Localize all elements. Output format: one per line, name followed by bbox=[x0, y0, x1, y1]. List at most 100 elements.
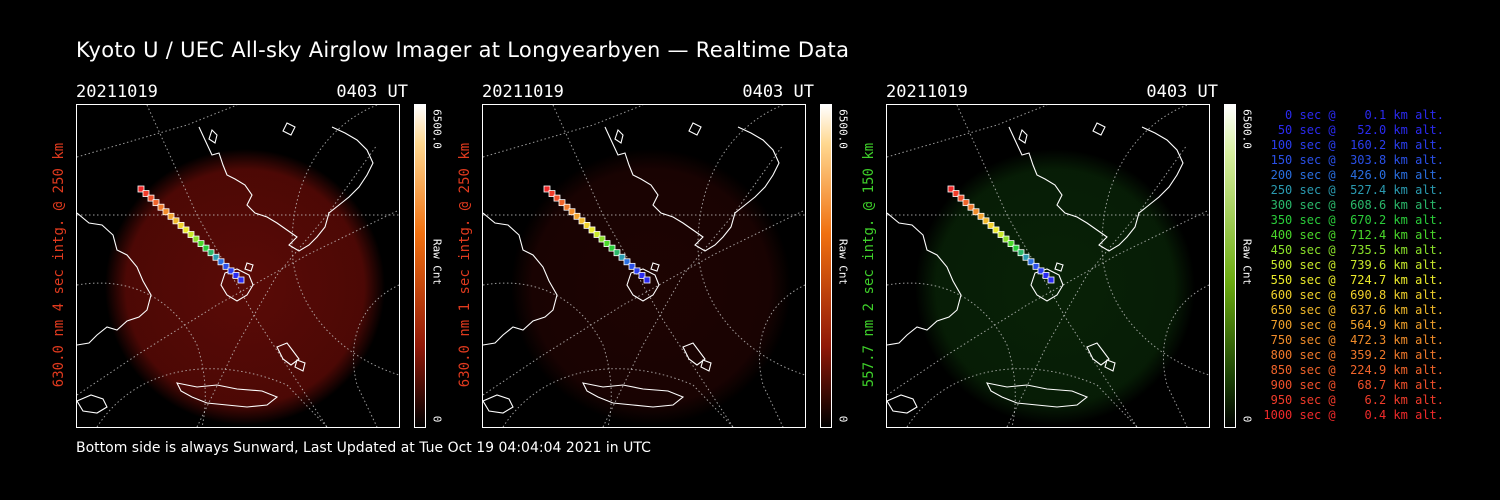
trajectory-marker bbox=[578, 217, 586, 225]
coastline bbox=[483, 212, 558, 346]
trajectory-marker bbox=[982, 217, 990, 225]
trajectory-marker bbox=[623, 258, 631, 266]
coastline bbox=[276, 342, 300, 366]
trajectory-marker bbox=[967, 203, 975, 211]
trajectory-marker bbox=[618, 253, 626, 261]
coastline bbox=[604, 126, 780, 252]
colorbar-min-label: 0 bbox=[834, 412, 852, 426]
trajectory-marker bbox=[1007, 240, 1015, 248]
legend-entry: 250 sec @ 527.4 km alt. bbox=[1263, 183, 1444, 197]
coastline bbox=[1092, 122, 1106, 136]
trajectory-marker bbox=[1037, 267, 1045, 275]
latlon-gridline bbox=[602, 144, 784, 427]
trajectory-marker bbox=[997, 231, 1005, 238]
trajectory-marker bbox=[972, 208, 980, 216]
trajectory-marker bbox=[643, 276, 651, 284]
latlon-gridline bbox=[502, 368, 734, 427]
trajectory-marker bbox=[157, 203, 165, 211]
trajectory-marker bbox=[613, 249, 621, 257]
coastline bbox=[77, 212, 152, 346]
latlon-gridline bbox=[1162, 284, 1209, 427]
trajectory-marker bbox=[147, 194, 155, 202]
coastline bbox=[198, 126, 374, 252]
legend-entry: 1000 sec @ 0.4 km alt. bbox=[1263, 408, 1444, 422]
colorbar-max-text: 6500.0 bbox=[1240, 109, 1254, 149]
map-svg bbox=[483, 105, 805, 427]
panel-side-label-text: 630.0 nm 1 sec intg. @ 250 km bbox=[457, 142, 473, 388]
coastline bbox=[614, 128, 624, 144]
latlon-gridline bbox=[1006, 144, 1188, 427]
trajectory-marker bbox=[187, 231, 195, 238]
panel-side-label: 557.7 nm 2 sec intg. @ 150 km bbox=[858, 104, 880, 426]
colorbar-min-text: 0 bbox=[1240, 415, 1254, 423]
trajectory-marker bbox=[182, 226, 190, 234]
coastline bbox=[887, 394, 918, 414]
legend-entry: 650 sec @ 637.6 km alt. bbox=[1263, 303, 1444, 317]
coastline bbox=[294, 359, 306, 372]
legend-entry: 700 sec @ 564.9 km alt. bbox=[1263, 318, 1444, 332]
trajectory-legend: 0 sec @ 0.1 km alt. 50 sec @ 52.0 km alt… bbox=[1262, 108, 1444, 423]
trajectory-marker bbox=[957, 194, 965, 202]
coastline bbox=[682, 342, 706, 366]
legend-entry: 300 sec @ 608.6 km alt. bbox=[1263, 198, 1444, 212]
colorbar-unit-text: Raw Cnt bbox=[1240, 238, 1254, 286]
trajectory-marker bbox=[212, 253, 220, 261]
trajectory-marker bbox=[222, 262, 230, 270]
colorbar-min-label: 0 bbox=[428, 412, 446, 426]
latlon-gridline bbox=[483, 282, 612, 427]
trajectory-marker bbox=[543, 185, 551, 193]
colorbar-min-text: 0 bbox=[836, 415, 850, 423]
legend-entry: 850 sec @ 224.9 km alt. bbox=[1263, 363, 1444, 377]
trajectory-marker bbox=[227, 267, 235, 275]
trajectory-marker bbox=[1032, 262, 1040, 270]
colorbar bbox=[1224, 104, 1236, 428]
trajectory-marker bbox=[192, 235, 200, 243]
colorbar-unit-text: Raw Cnt bbox=[430, 238, 444, 286]
panel-630-4s: 20211019 0403 UT 630.0 nm 4 sec intg. @ … bbox=[51, 82, 476, 442]
colorbar-max-text: 6500.0 bbox=[836, 109, 850, 149]
coastline bbox=[220, 268, 254, 302]
coastline bbox=[77, 394, 108, 414]
page-title: Kyoto U / UEC All-sky Airglow Imager at … bbox=[76, 38, 850, 62]
legend-entry: 450 sec @ 735.5 km alt. bbox=[1263, 243, 1444, 257]
latlon-gridline bbox=[758, 284, 805, 427]
trajectory-marker bbox=[638, 272, 646, 279]
coastline bbox=[244, 262, 254, 272]
trajectory-marker bbox=[952, 190, 960, 197]
trajectory-marker bbox=[137, 185, 145, 193]
colorbar-max-label: 6500.0 bbox=[428, 104, 446, 154]
colorbar-max-text: 6500.0 bbox=[430, 109, 444, 149]
legend-entry: 400 sec @ 712.4 km alt. bbox=[1263, 228, 1444, 242]
trajectory-marker bbox=[633, 267, 641, 275]
panel-630-1s: 20211019 0403 UT 630.0 nm 1 sec intg. @ … bbox=[457, 82, 882, 442]
panel-side-label-text: 630.0 nm 4 sec intg. @ 250 km bbox=[51, 142, 67, 388]
coastline bbox=[208, 128, 218, 144]
trajectory-marker bbox=[177, 222, 185, 229]
colorbar-unit-label: Raw Cnt bbox=[1238, 232, 1256, 292]
coastline bbox=[1008, 126, 1184, 252]
panel-date: 20211019 bbox=[886, 82, 968, 102]
trajectory-marker bbox=[1027, 258, 1035, 266]
colorbar-min-text: 0 bbox=[430, 415, 444, 423]
latlon-gridline bbox=[77, 209, 399, 396]
panel-date: 20211019 bbox=[76, 82, 158, 102]
latlon-gridline bbox=[96, 368, 328, 427]
trajectory-marker bbox=[548, 190, 556, 197]
coastline bbox=[1086, 342, 1110, 366]
legend-entry: 50 sec @ 52.0 km alt. bbox=[1263, 123, 1444, 137]
trajectory-marker bbox=[593, 231, 601, 238]
trajectory-marker bbox=[1002, 235, 1010, 243]
trajectory-marker bbox=[162, 208, 170, 216]
coastline bbox=[1030, 268, 1064, 302]
legend-entry: 0 sec @ 0.1 km alt. bbox=[1263, 108, 1444, 122]
trajectory-marker bbox=[167, 212, 175, 220]
legend-entry: 500 sec @ 739.6 km alt. bbox=[1263, 258, 1444, 272]
panel-side-label-text: 557.7 nm 2 sec intg. @ 150 km bbox=[861, 142, 877, 388]
trajectory-marker bbox=[1047, 276, 1055, 284]
panel-side-label: 630.0 nm 4 sec intg. @ 250 km bbox=[48, 104, 70, 426]
trajectory-marker bbox=[987, 222, 995, 229]
trajectory-marker bbox=[1017, 249, 1025, 257]
legend-entry: 350 sec @ 670.2 km alt. bbox=[1263, 213, 1444, 227]
panel-date: 20211019 bbox=[482, 82, 564, 102]
trajectory-marker bbox=[573, 212, 581, 220]
